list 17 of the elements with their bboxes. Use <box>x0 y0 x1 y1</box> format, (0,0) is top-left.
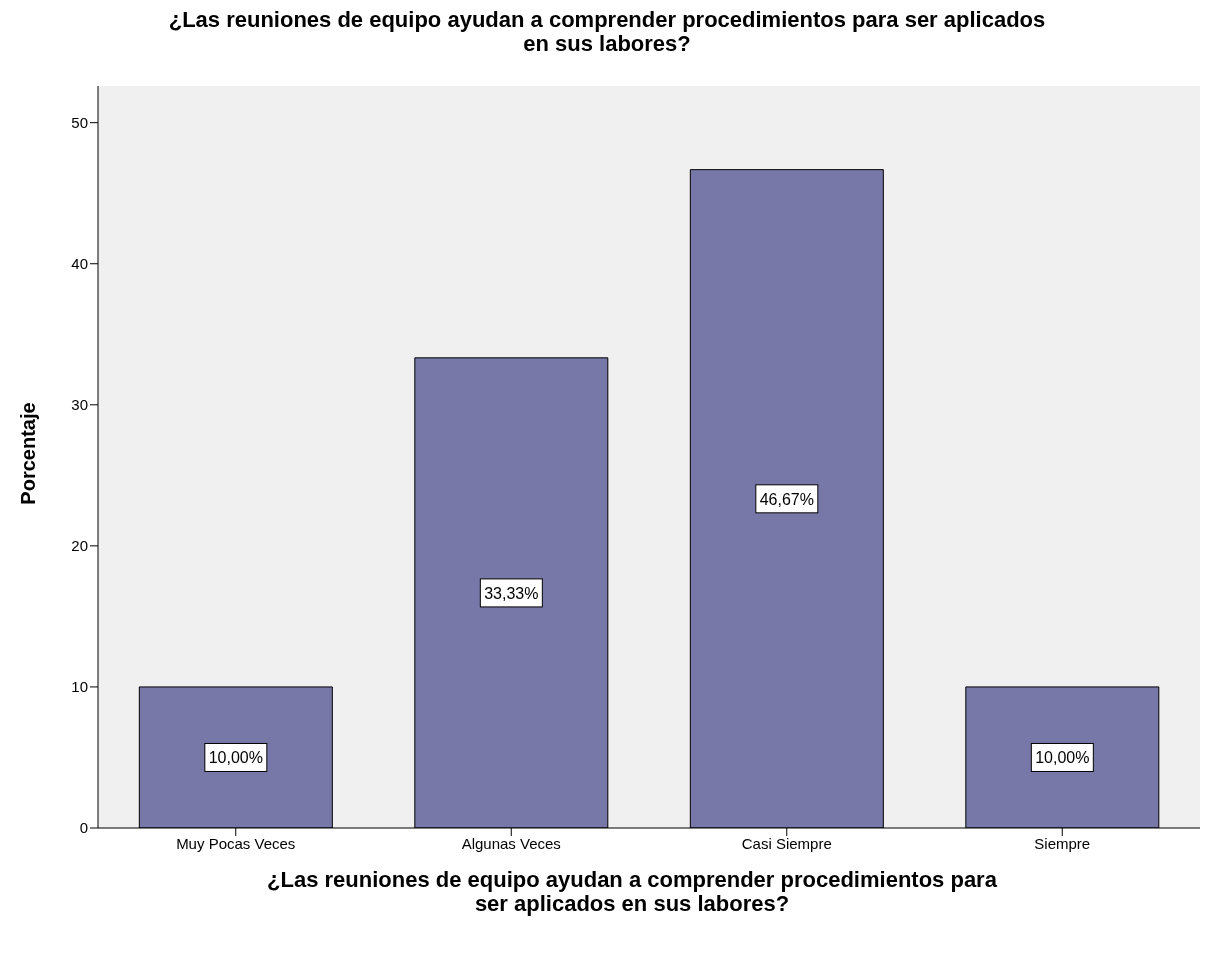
x-tick-label: Casi Siempre <box>741 834 832 852</box>
x-tick-label: Siempre <box>1034 834 1091 852</box>
y-tick-label: 30 <box>71 396 88 414</box>
y-tick-label: 50 <box>71 114 88 131</box>
y-tick-label: 20 <box>71 537 88 555</box>
y-axis-title: Porcentaje <box>16 401 40 505</box>
y-tick-label: 10 <box>71 678 88 696</box>
x-tick-label: Muy Pocas Veces <box>176 834 296 852</box>
data-label: 46,67% <box>759 490 814 508</box>
x-tick-label: Algunas Veces <box>461 834 561 852</box>
y-tick-label: 0 <box>79 819 88 837</box>
data-label: 33,33% <box>484 584 539 602</box>
data-label: 10,00% <box>1035 749 1090 767</box>
chart-title: ¿Las reuniones de equipo ayudan a comprender procedimientos para ser aplicados en sus labores? <box>167 7 1047 58</box>
y-tick-label: 40 <box>71 255 88 273</box>
data-label: 10,00% <box>208 749 263 767</box>
x-axis-title: ¿Las reuniones de equipo ayudan a comprender procedimientos para ser aplicados en sus labores? <box>266 867 998 916</box>
